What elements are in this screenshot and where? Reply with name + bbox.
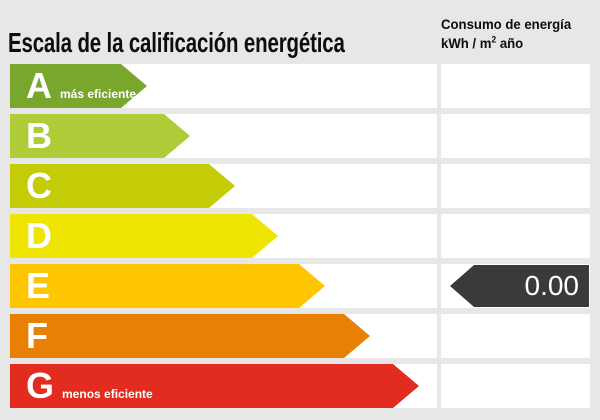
consumption-cell-b xyxy=(441,114,590,158)
consumption-value: 0.00 xyxy=(524,270,580,301)
consumption-cell-d xyxy=(441,214,590,258)
rating-arrow-b: B xyxy=(10,114,190,158)
rating-arrow-d: D xyxy=(10,214,278,258)
rating-row-g: G menos eficiente xyxy=(0,364,600,408)
rating-letter: F xyxy=(26,315,48,356)
rating-letter: A xyxy=(26,65,52,106)
page-title: Escala de la calificación energética xyxy=(8,27,345,58)
rating-arrow-a: A más eficiente xyxy=(10,64,147,108)
rating-row-b: B xyxy=(0,114,600,158)
rating-letter: G xyxy=(26,365,55,406)
rating-arrow-f: F xyxy=(10,314,370,358)
rating-arrow-g: G menos eficiente xyxy=(10,364,419,408)
consumption-unit-prefix: kWh / m xyxy=(441,35,492,51)
rating-row-e: 0.00 E xyxy=(0,264,600,308)
consumption-cell-g xyxy=(441,364,590,408)
rating-row-c: C xyxy=(0,164,600,208)
rating-letter: E xyxy=(26,265,51,306)
consumption-cell-f xyxy=(441,314,590,358)
rating-arrow-e: E xyxy=(10,264,325,308)
consumption-unit-superscript: 2 xyxy=(491,34,497,45)
rating-arrow-c: C xyxy=(10,164,235,208)
rating-letter: B xyxy=(26,115,52,156)
rating-letter: C xyxy=(26,165,52,206)
rating-sublabel: menos eficiente xyxy=(62,387,153,401)
rating-row-f: F xyxy=(0,314,600,358)
consumption-cell-a xyxy=(441,64,590,108)
rating-row-a: A más eficiente xyxy=(0,64,600,108)
consumption-header-line2: kWh / m2 año xyxy=(441,34,587,53)
consumption-cell-e: 0.00 xyxy=(441,264,590,308)
consumption-header-line1: Consumo de energía xyxy=(441,16,572,32)
rating-row-d: D xyxy=(0,214,600,258)
rating-sublabel: más eficiente xyxy=(60,87,137,101)
consumption-header: Consumo de energía kWh / m2 año xyxy=(441,15,587,53)
consumption-indicator-arrow: 0.00 xyxy=(450,265,589,307)
rating-letter: D xyxy=(26,215,52,256)
consumption-unit-suffix: año xyxy=(496,35,524,51)
consumption-cell-c xyxy=(441,164,590,208)
